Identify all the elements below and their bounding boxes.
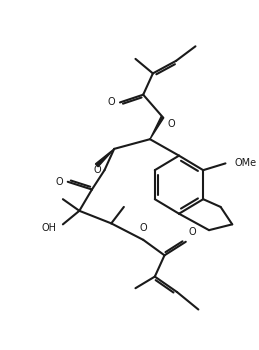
Text: O: O [189, 227, 196, 237]
Text: O: O [167, 119, 175, 129]
Text: O: O [139, 223, 147, 233]
Text: OH: OH [41, 223, 56, 233]
Polygon shape [95, 149, 114, 167]
Text: O: O [55, 177, 63, 187]
Text: O: O [93, 165, 101, 175]
Text: OMe: OMe [234, 159, 256, 168]
Text: O: O [107, 97, 115, 107]
Polygon shape [150, 116, 164, 139]
